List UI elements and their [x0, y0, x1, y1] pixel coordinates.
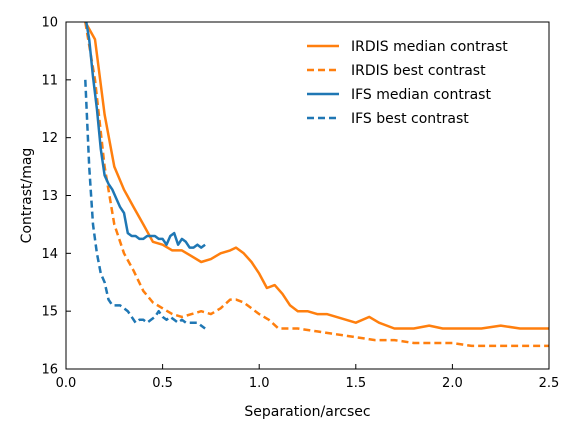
x-tick-label: 2.5 — [539, 376, 560, 391]
series-layer — [84, 22, 549, 348]
x-tick-label: 0.5 — [152, 376, 173, 391]
legend-label-2: IRDIS best contrast — [351, 63, 486, 79]
y-tick-label: 16 — [41, 363, 58, 378]
y-axis-label: Contrast/mag — [19, 148, 35, 244]
legend-label-1: IRDIS median contrast — [351, 39, 508, 55]
y-tick-label: 10 — [41, 16, 58, 31]
x-tick-label: 2.0 — [442, 376, 463, 391]
x-tick-label: 1.5 — [345, 376, 366, 391]
y-tick-label: 13 — [41, 189, 58, 204]
y-tick-label: 15 — [41, 305, 58, 320]
y-tick-label: 14 — [41, 247, 58, 262]
ticks-layer: 0.0 0.5 1.0 1.5 2.0 2.5 10 11 12 13 14 15 16 — [41, 16, 559, 392]
x-tick-label: 0.0 — [56, 376, 77, 391]
y-tick-label: 11 — [41, 73, 58, 88]
series-line-1 — [84, 22, 549, 330]
legend-label-4: IFS best contrast — [351, 111, 469, 127]
series-line-3 — [85, 22, 206, 249]
x-tick-label: 1.0 — [249, 376, 270, 391]
legend: IRDIS median contrast IRDIS best contrast… — [307, 39, 508, 127]
y-tick-label: 12 — [41, 131, 58, 146]
series-line-4 — [84, 79, 206, 330]
legend-label-3: IFS median contrast — [351, 87, 491, 103]
x-axis-label: Separation/arcsec — [244, 404, 370, 420]
series-line-2 — [84, 22, 549, 348]
